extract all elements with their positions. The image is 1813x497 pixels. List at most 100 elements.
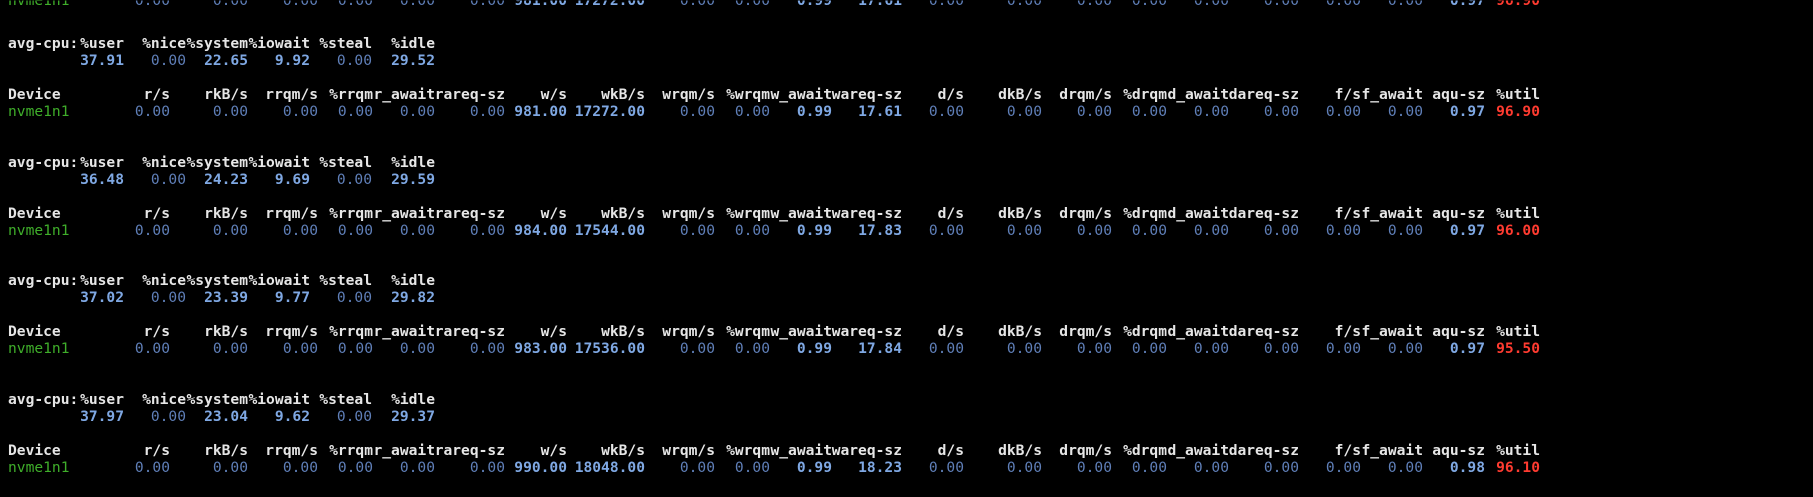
device-column-header: drqm/s — [1059, 323, 1112, 340]
device-column-header: aqu-sz — [1432, 442, 1485, 459]
cpu-stat-value: 29.82 — [391, 289, 435, 306]
cpu-column-header: %user — [80, 154, 124, 171]
device-stat-value: 0.97 — [1449, 103, 1485, 120]
device-column-header: dareq-sz — [1228, 86, 1299, 103]
cpu-column-header: %steal — [319, 272, 372, 289]
device-column-header: %rrqm — [329, 86, 373, 103]
device-stat-value: 17.84 — [858, 340, 902, 357]
device-column-header: %wrqm — [726, 442, 770, 459]
device-stat-value: 18048.00 — [574, 459, 645, 476]
device-stat-value: 0.00 — [1325, 0, 1361, 10]
device-stat-value: 0.00 — [212, 340, 248, 357]
device-name: nvme1n1 — [8, 340, 70, 357]
cpu-stat-value: 0.00 — [150, 289, 186, 306]
device-stat-value: 0.00 — [679, 459, 715, 476]
device-stat-value: 17.61 — [858, 0, 902, 10]
device-column-header: wareq-sz — [831, 205, 902, 222]
device-header-row: Device r/s rkB/s rrqm/s %rrqm r_await rareq-sz… — [0, 323, 1813, 340]
device-column-header: %wrqm — [726, 86, 770, 103]
device-column-header: wrqm/s — [662, 323, 715, 340]
device-column-header: w/s — [540, 205, 567, 222]
device-stat-value: 0.00 — [282, 340, 318, 357]
device-column-header: %drqm — [1123, 86, 1167, 103]
device-column-header: rareq-sz — [434, 323, 505, 340]
cpu-column-header: %iowait — [248, 154, 310, 171]
cpu-stat-value: 0.00 — [336, 52, 372, 69]
device-name: nvme1n1 — [8, 459, 70, 476]
cpu-column-header: %user — [80, 272, 124, 289]
device-stat-value: 0.00 — [1193, 103, 1229, 120]
cpu-column-header: %system — [186, 391, 248, 408]
cpu-stat-value: 9.77 — [274, 289, 310, 306]
cpu-column-header: %idle — [391, 391, 435, 408]
device-column-header: wrqm/s — [662, 205, 715, 222]
cpu-column-header: %idle — [391, 154, 435, 171]
device-stat-value: 0.99 — [796, 340, 832, 357]
cpu-column-header: %user — [80, 35, 124, 52]
device-stat-value: 0.00 — [1387, 0, 1423, 10]
device-stat-value: 0.00 — [1131, 459, 1167, 476]
device-column-header: r_await — [373, 323, 435, 340]
device-stat-value: 0.00 — [928, 0, 964, 10]
device-column-header: drqm/s — [1059, 86, 1112, 103]
device-stat-value: 0.00 — [1325, 103, 1361, 120]
device-column-header: rrqm/s — [265, 86, 318, 103]
device-column-header: d_await — [1167, 205, 1229, 222]
device-column-header: w/s — [540, 86, 567, 103]
device-column-header: dkB/s — [998, 323, 1042, 340]
device-stat-value: 0.00 — [734, 222, 770, 239]
device-column-header: r_await — [373, 86, 435, 103]
device-stat-value: 0.00 — [1193, 459, 1229, 476]
device-header-row: Device r/s rkB/s rrqm/s %rrqm r_await rareq-sz… — [0, 205, 1813, 222]
device-column-header: dareq-sz — [1228, 205, 1299, 222]
device-column-header: rareq-sz — [434, 86, 505, 103]
cpu-values-row: 37.97 0.00 23.04 9.62 0.00 29.37 — [0, 408, 1813, 425]
cpu-stat-value: 29.37 — [391, 408, 435, 425]
cpu-column-header: %system — [186, 35, 248, 52]
device-stat-value: 0.00 — [1193, 340, 1229, 357]
device-column-header: f_await — [1361, 86, 1423, 103]
cpu-header-label: avg-cpu: — [8, 391, 79, 408]
cpu-column-header: %nice — [142, 35, 186, 52]
device-stat-value: 0.99 — [796, 103, 832, 120]
device-stat-value: 0.00 — [1263, 103, 1299, 120]
device-column-header: %rrqm — [329, 323, 373, 340]
device-column-header: wkB/s — [601, 86, 645, 103]
cpu-stat-value: 0.00 — [150, 171, 186, 188]
cpu-stat-value: 23.04 — [204, 408, 248, 425]
device-stat-value: 0.00 — [1076, 222, 1112, 239]
device-stat-value: 0.00 — [1076, 103, 1112, 120]
device-stat-value: 0.00 — [928, 459, 964, 476]
device-column-header: drqm/s — [1059, 442, 1112, 459]
device-header-row: Device r/s rkB/s rrqm/s %rrqm r_await rareq-sz… — [0, 442, 1813, 459]
device-column-header: %drqm — [1123, 323, 1167, 340]
device-column-header: w_await — [770, 323, 832, 340]
device-column-header: f/s — [1334, 205, 1361, 222]
device-column-header: wareq-sz — [831, 86, 902, 103]
device-column-header: %wrqm — [726, 205, 770, 222]
device-stat-value: 984.00 — [514, 222, 567, 239]
cpu-stat-value: 22.65 — [204, 52, 248, 69]
device-stat-value: 17544.00 — [574, 222, 645, 239]
device-column-header: rareq-sz — [434, 442, 505, 459]
device-stat-value: 0.00 — [469, 0, 505, 10]
device-stat-value: 0.00 — [679, 222, 715, 239]
device-stat-value: 0.99 — [796, 459, 832, 476]
device-stat-value: 0.00 — [928, 340, 964, 357]
device-column-header: %util — [1496, 323, 1540, 340]
device-column-header: wrqm/s — [662, 442, 715, 459]
device-column-header: aqu-sz — [1432, 323, 1485, 340]
cpu-header-label: avg-cpu: — [8, 154, 79, 171]
device-stat-value: 0.00 — [212, 459, 248, 476]
device-column-header: wrqm/s — [662, 86, 715, 103]
device-stat-value: 0.97 — [1449, 0, 1485, 10]
cpu-column-header: %nice — [142, 272, 186, 289]
device-column-header: %drqm — [1123, 442, 1167, 459]
device-column-header: w/s — [540, 442, 567, 459]
cpu-column-header: %nice — [142, 154, 186, 171]
device-stat-value: 0.00 — [1325, 222, 1361, 239]
device-stat-value: 0.00 — [1006, 222, 1042, 239]
device-column-header: Device — [8, 86, 61, 103]
device-column-header: rkB/s — [204, 86, 248, 103]
